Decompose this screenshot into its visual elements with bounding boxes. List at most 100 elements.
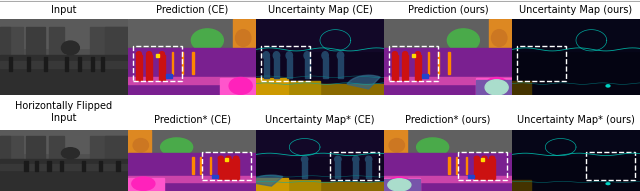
Wedge shape	[250, 175, 283, 186]
Bar	[384, 19, 512, 49]
Ellipse shape	[304, 52, 310, 59]
Bar	[353, 160, 358, 178]
Bar	[392, 55, 398, 80]
Bar	[24, 160, 28, 172]
Bar	[481, 159, 488, 179]
Bar	[44, 57, 47, 71]
Bar	[26, 27, 45, 58]
Bar	[468, 175, 474, 178]
Ellipse shape	[133, 138, 148, 152]
Bar	[0, 136, 10, 163]
Wedge shape	[347, 75, 380, 89]
Bar	[256, 78, 288, 95]
Ellipse shape	[474, 156, 479, 160]
Bar	[389, 46, 438, 81]
Ellipse shape	[226, 156, 231, 160]
Bar	[200, 157, 201, 174]
Bar	[335, 160, 340, 178]
Bar	[172, 53, 173, 74]
Ellipse shape	[136, 52, 141, 56]
Bar	[256, 182, 384, 191]
Bar	[384, 130, 512, 154]
Bar	[0, 159, 128, 191]
Bar	[256, 81, 320, 95]
Bar	[105, 136, 128, 163]
Ellipse shape	[337, 52, 344, 59]
Bar	[128, 130, 256, 154]
Bar	[0, 136, 23, 163]
Bar	[456, 157, 457, 174]
Ellipse shape	[490, 156, 495, 160]
Bar	[0, 163, 128, 170]
Text: Prediction (CE): Prediction (CE)	[156, 5, 228, 15]
Bar	[305, 57, 310, 78]
Ellipse shape	[365, 156, 372, 162]
Bar	[47, 160, 51, 172]
Bar	[323, 57, 328, 78]
Bar	[90, 136, 128, 165]
Bar	[0, 19, 128, 48]
Ellipse shape	[61, 148, 79, 159]
Text: Prediction (ours): Prediction (ours)	[408, 5, 488, 15]
Ellipse shape	[403, 52, 408, 56]
Ellipse shape	[447, 29, 479, 52]
Ellipse shape	[353, 156, 359, 162]
Bar	[384, 178, 420, 191]
Bar	[65, 57, 68, 71]
Bar	[458, 152, 507, 180]
Bar	[26, 136, 45, 162]
Bar	[192, 157, 193, 174]
Ellipse shape	[485, 80, 508, 95]
Text: Uncertainty Map* (ours): Uncertainty Map* (ours)	[517, 115, 635, 125]
Bar	[128, 19, 256, 49]
Bar	[466, 157, 467, 174]
Bar	[330, 152, 379, 180]
Bar	[384, 179, 420, 191]
Bar	[448, 53, 449, 74]
Bar	[512, 130, 640, 156]
Bar	[256, 19, 384, 51]
Bar	[212, 175, 218, 178]
Text: Uncertainty Map (ours): Uncertainty Map (ours)	[520, 5, 632, 15]
Ellipse shape	[191, 29, 223, 52]
Ellipse shape	[388, 177, 411, 190]
Ellipse shape	[322, 52, 328, 59]
Bar	[49, 136, 64, 160]
Bar	[302, 160, 307, 178]
Ellipse shape	[159, 52, 164, 56]
Text: Prediction* (ours): Prediction* (ours)	[405, 115, 491, 125]
Ellipse shape	[147, 52, 152, 56]
Bar	[384, 48, 512, 95]
Bar	[256, 178, 288, 191]
Bar	[35, 160, 38, 172]
Bar	[128, 77, 256, 84]
Ellipse shape	[389, 138, 404, 152]
Bar	[182, 53, 183, 74]
Bar	[512, 81, 531, 95]
Ellipse shape	[286, 52, 292, 59]
Bar	[146, 55, 152, 80]
Bar	[192, 53, 193, 74]
Bar	[233, 159, 239, 179]
Bar	[166, 74, 172, 78]
Bar	[128, 176, 256, 182]
Bar	[220, 78, 256, 95]
Bar	[210, 157, 211, 174]
Bar	[474, 159, 480, 179]
Ellipse shape	[132, 177, 155, 190]
Bar	[384, 153, 512, 191]
Ellipse shape	[61, 41, 79, 55]
Bar	[287, 57, 292, 78]
Bar	[60, 160, 63, 172]
Bar	[0, 55, 128, 95]
Ellipse shape	[161, 138, 193, 156]
Bar	[384, 77, 512, 84]
Bar	[0, 27, 10, 61]
Bar	[481, 158, 484, 160]
Bar	[256, 84, 384, 95]
Ellipse shape	[482, 156, 487, 160]
Bar	[91, 57, 94, 71]
Ellipse shape	[236, 30, 251, 46]
Bar	[225, 159, 232, 179]
Bar	[256, 130, 384, 156]
